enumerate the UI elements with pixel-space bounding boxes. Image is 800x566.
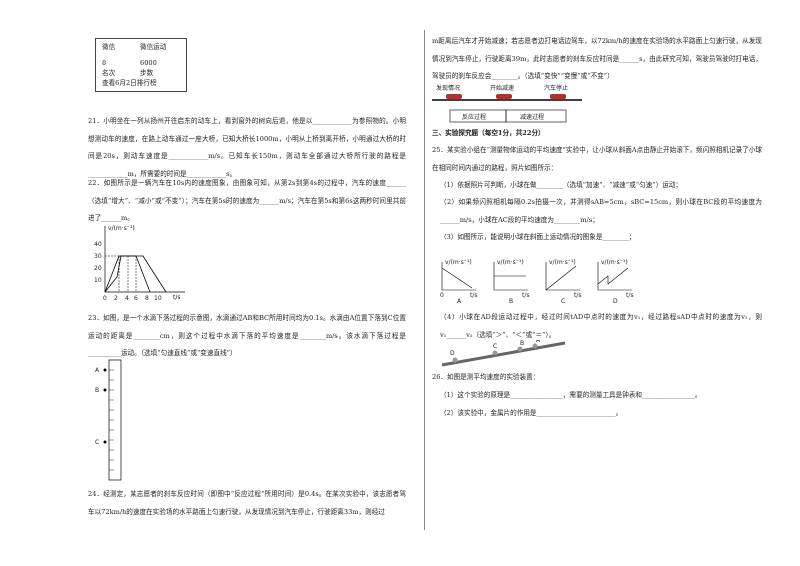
point-label: B [95, 387, 99, 394]
question: m距离后汽车才开始减速；若志愿者边打电话边驾车，以72km/h的速度在实验场的水… [432, 37, 762, 80]
point-label: A [536, 340, 541, 344]
sub-question: （1）这个实验的原理是________________，需要的测量工具是钟表和_… [440, 391, 702, 399]
box-text: 微信运动 [140, 43, 167, 51]
box-text: 名次 [102, 69, 116, 77]
question: 21．小明坐在一列从扬州开往启东的动车上，看到窗外的树向后退，他是以______… [88, 117, 406, 178]
box-text: 步数 [140, 69, 154, 77]
point-label: A [95, 367, 100, 374]
tick-label: 4 [125, 295, 129, 302]
axis-label: v/(m·s⁻¹) [108, 225, 135, 232]
tick-label: 10 [94, 277, 102, 284]
question: 22．如图所示是一辆汽车在10s内的速度图象，由图象可知，从第2s到第4s的过程… [88, 179, 406, 222]
sub-question: （1）依据照片可判断，小球在做________（选填“加速”、“减速”或“匀速”… [440, 181, 683, 189]
tick-label: 0 [103, 295, 107, 302]
axis-label: t/s [173, 294, 181, 301]
incline-figure: A B C D [441, 340, 566, 367]
diagram-label: 减速过程 [520, 113, 544, 121]
point-label: C [493, 343, 497, 350]
axis-label: v/(m·s⁻¹) [445, 259, 472, 266]
axis-label: t/s [626, 292, 634, 299]
point-label: C [95, 439, 99, 446]
question: 26．如图是测平均速度的实验装置： [432, 373, 540, 381]
axis-label: v/(m·s⁻¹) [549, 259, 576, 266]
tick-label: 10 [154, 295, 162, 302]
tick-label: 6 [134, 295, 138, 302]
sub-question: （3）如图所示，能说明小球在斜面上运动情况的图象是________； [440, 233, 636, 241]
axis-label: t/s [470, 292, 478, 299]
box-text: 微信 [102, 43, 116, 51]
axis-label: v/(m·s⁻¹) [497, 259, 524, 266]
graph-name: C [561, 298, 565, 304]
axis-label: v/(m·s⁻¹) [601, 259, 628, 266]
tick-label: 20 [94, 265, 102, 272]
option-graphs: v/(m·s⁻¹) v/(m·s⁻¹) v/(m·s⁻¹) v/(m·s⁻¹) … [440, 259, 634, 304]
tick-label: 2 [114, 295, 118, 302]
question: 25．某实验小组在“测量物体运动的平均速度”实验中，让小球从斜面A点由静止开始滚… [432, 146, 762, 172]
tick-label: 40 [94, 241, 102, 248]
sub-question: （2）如果频闪照相机每隔0.2s拍摄一次，并测得sAB=5cm，sBC=15cm… [440, 198, 762, 224]
ruler-figure: A B C [95, 359, 122, 481]
point-label: D [450, 350, 455, 357]
box-text: 查看6月2日排行榜 [102, 79, 157, 87]
graph-name: B [509, 298, 513, 304]
axis-label: t/s [522, 292, 530, 299]
tick-label: 30 [94, 253, 102, 260]
diagram-label: 汽车停止 [544, 84, 568, 92]
axis-label: t/s [574, 292, 582, 299]
tick-label: 8 [145, 295, 149, 302]
speed-graph: v/(m·s⁻¹) t/s 10 20 30 40 0 2 4 6 8 10 [94, 225, 185, 302]
box-text: 6000 [140, 59, 157, 67]
graph-name: A [457, 298, 462, 304]
origin-label: 0 [440, 292, 444, 299]
sub-question: （2）该实验中，金属片的作用是________________________。 [440, 409, 623, 417]
graph-name: D [613, 298, 618, 304]
wechat-box: 微信 微信运动 8 6000 名次 步数 查看6月2日排行榜 [95, 38, 187, 92]
box-text: 8 [102, 59, 107, 67]
sub-question: （4）小球在AD段运动过程中，经过时间tAD中点时的速度为v₁，经过路程sAD中… [440, 313, 762, 339]
question: 24．经测定，某志愿者的刹车反应时间（即图中“反应过程”所用时间）是0.4s。在… [88, 490, 406, 516]
diagram-label: 开始减速 [490, 84, 514, 92]
question: 23．如图，是一个水滴下落过程的示意图，水滴通过AB和BC所用时间均为0.1s。… [88, 314, 406, 357]
column-divider [424, 30, 425, 530]
braking-diagram: 发现情况 开始减速 汽车停止 反应过程 减速过程 [432, 84, 582, 123]
section-title: 三、实验探究题（每空1分，共22分） [432, 129, 545, 137]
diagram-label: 反应过程 [462, 113, 486, 121]
point-label: B [520, 340, 524, 347]
diagram-label: 发现情况 [436, 84, 460, 92]
